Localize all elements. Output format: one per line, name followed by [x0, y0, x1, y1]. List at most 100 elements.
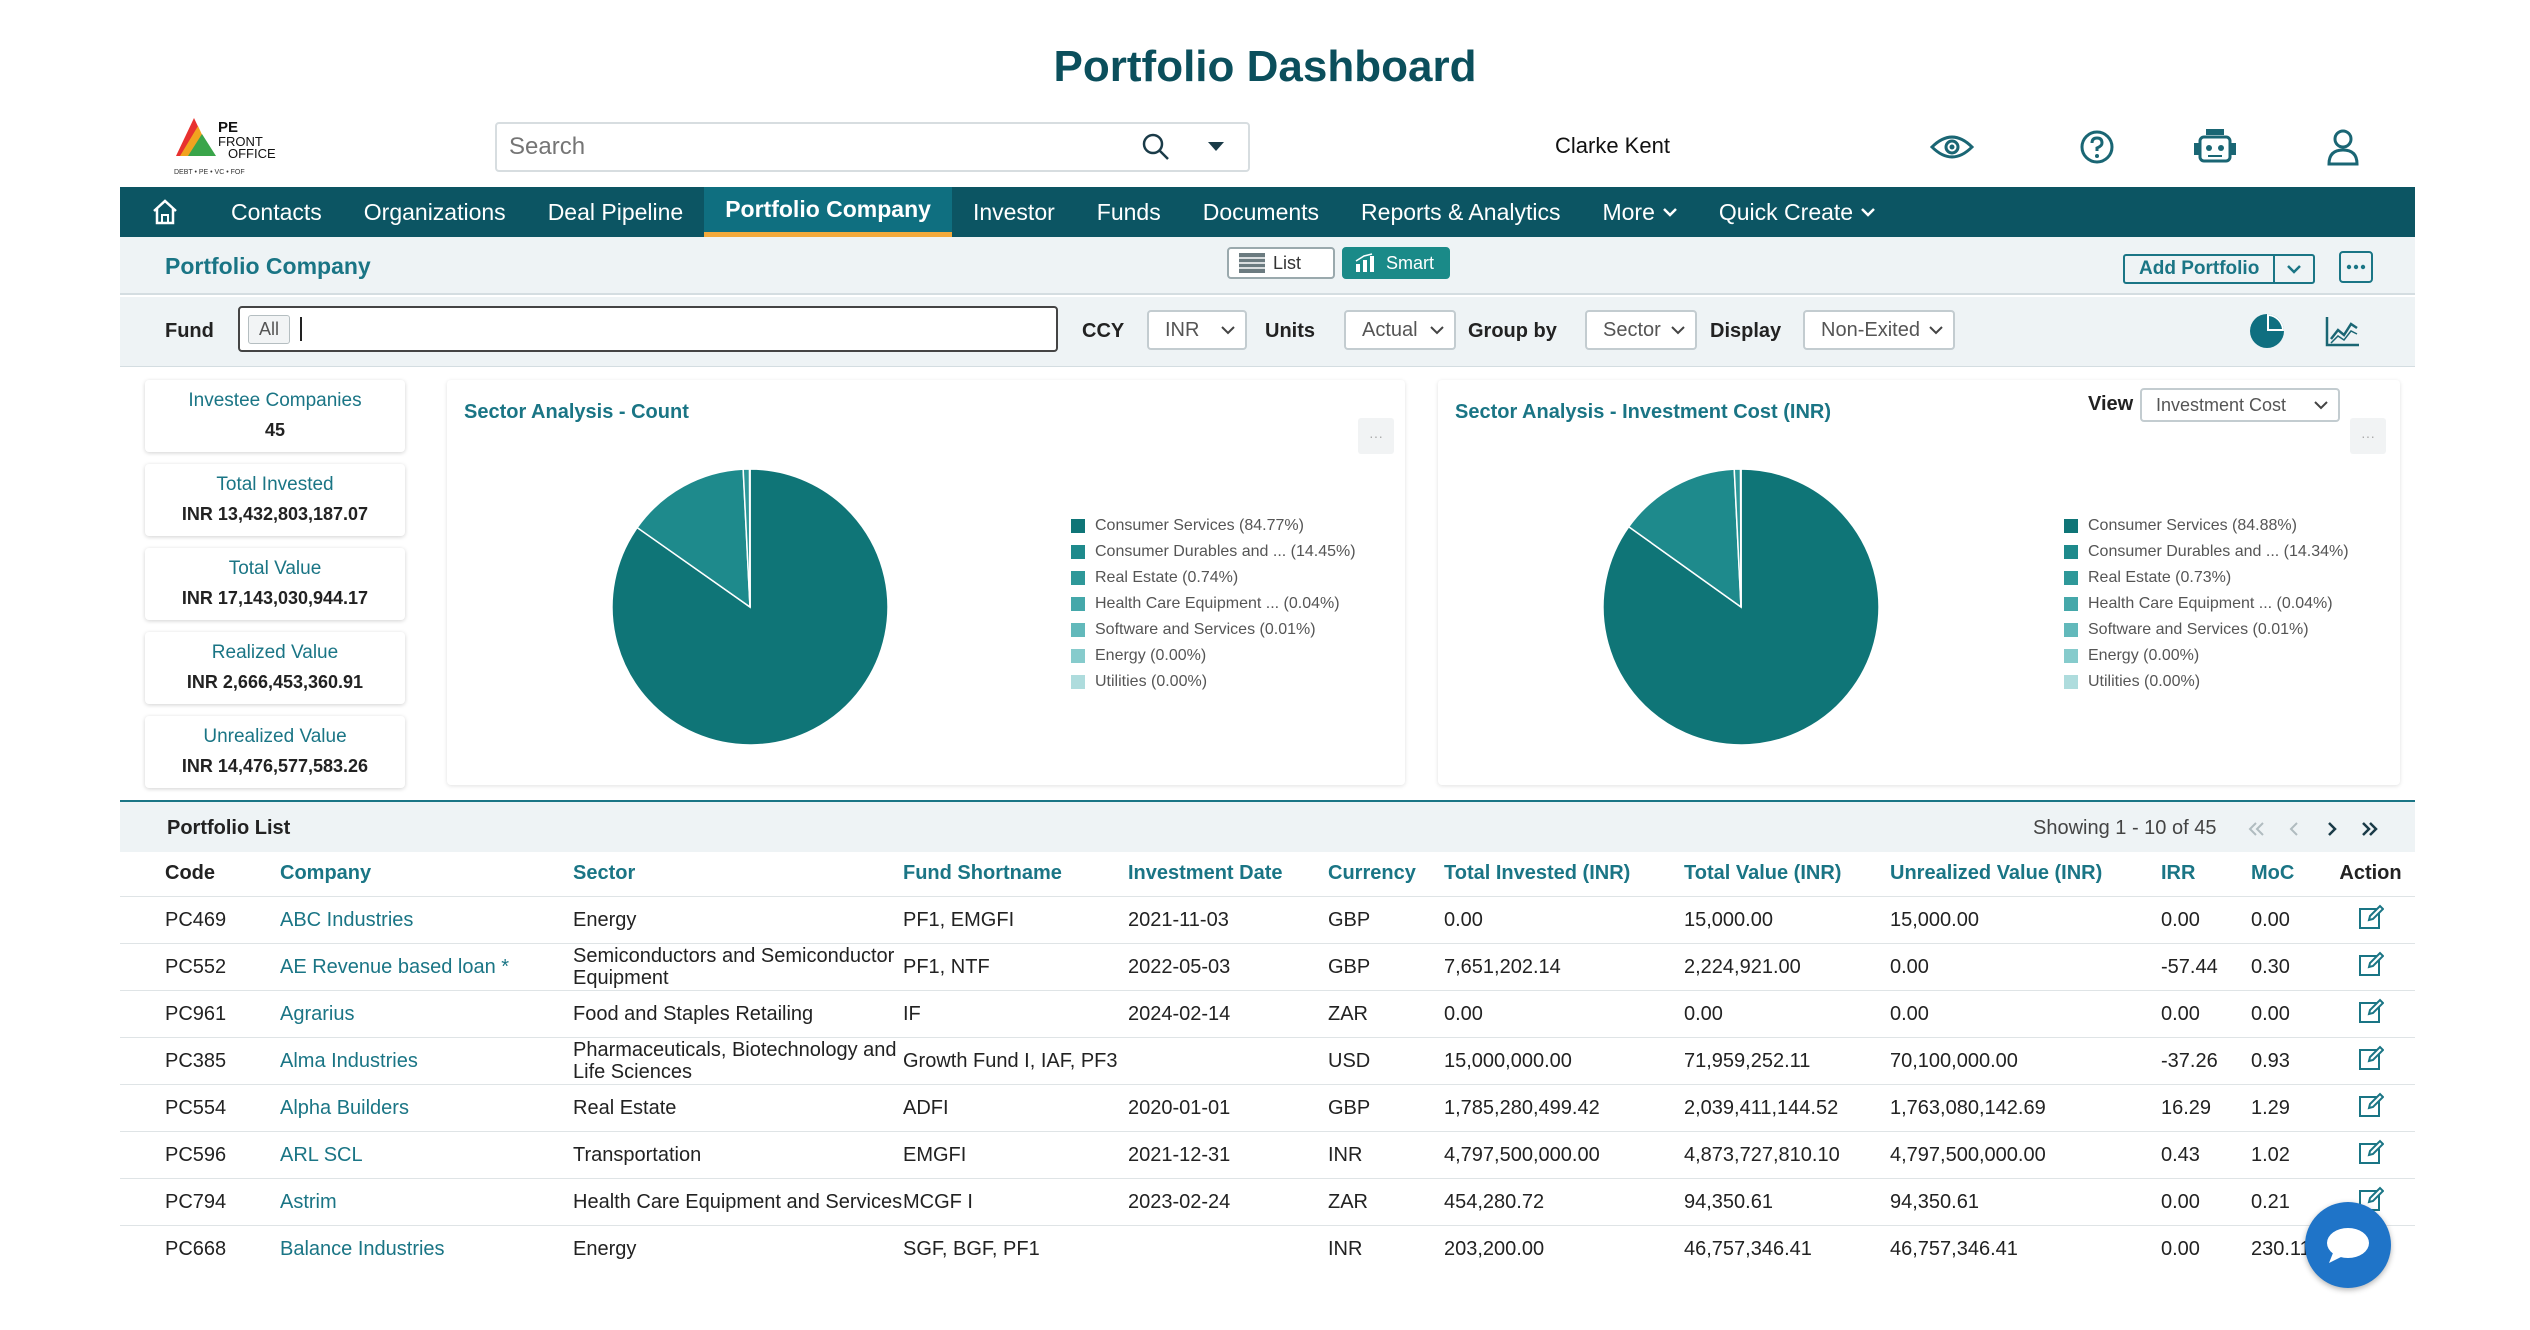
- nav-investor[interactable]: Investor: [952, 187, 1076, 237]
- table-row[interactable]: PC794 Astrim Health Care Equipment and Ser…: [120, 1177, 2415, 1225]
- line-chart-icon[interactable]: [2320, 308, 2366, 354]
- pie-slice[interactable]: [1627, 468, 1742, 609]
- view-select[interactable]: Investment Cost: [2140, 388, 2340, 422]
- search-icon[interactable]: [1136, 127, 1176, 167]
- help-icon[interactable]: [2074, 124, 2120, 170]
- legend-item[interactable]: Health Care Equipment ... (0.04%): [2064, 591, 2349, 617]
- fund-input[interactable]: All: [238, 306, 1058, 352]
- company-link[interactable]: Balance Industries: [280, 1224, 573, 1272]
- legend-item[interactable]: Real Estate (0.74%): [1071, 565, 1356, 591]
- legend-item[interactable]: Consumer Durables and ... (14.34%): [2064, 539, 2349, 565]
- table-row[interactable]: PC554 Alpha Builders Real Estate ADFI 2020-0…: [120, 1083, 2415, 1131]
- list-view-button[interactable]: List: [1227, 247, 1335, 279]
- chevron-down-icon[interactable]: [2273, 256, 2313, 282]
- table-row[interactable]: PC469 ABC Industries Energy PF1, EMGFI 2021-…: [120, 895, 2415, 943]
- table-row[interactable]: PC961 Agrarius Food and Staples Retailing I…: [120, 989, 2415, 1037]
- legend-item[interactable]: Health Care Equipment ... (0.04%): [1071, 591, 1356, 617]
- chat-icon: [2327, 1228, 2369, 1263]
- ccy-select[interactable]: INR: [1147, 310, 1247, 350]
- robot-icon[interactable]: [2192, 124, 2238, 170]
- nav-deal-pipeline[interactable]: Deal Pipeline: [527, 187, 705, 237]
- legend-item[interactable]: Consumer Services (84.77%): [1071, 513, 1356, 539]
- nav-contacts[interactable]: Contacts: [210, 187, 343, 237]
- pe-front-office-logo[interactable]: PE FRONT OFFICE DEBT • PE • VC • FOF: [172, 112, 292, 182]
- table-cell: 46,757,346.41: [1684, 1224, 1890, 1272]
- nav-documents[interactable]: Documents: [1182, 187, 1340, 237]
- column-header[interactable]: IRR: [2161, 862, 2196, 885]
- legend-item[interactable]: Consumer Durables and ... (14.45%): [1071, 539, 1356, 565]
- kpi-value: INR 13,432,803,187.07: [181, 504, 369, 524]
- nav-organizations[interactable]: Organizations: [343, 187, 527, 237]
- panel-menu-icon[interactable]: ···: [1358, 418, 1394, 454]
- legend-item[interactable]: Utilities (0.00%): [2064, 669, 2349, 695]
- company-link[interactable]: ARL SCL: [280, 1130, 573, 1178]
- edit-icon[interactable]: [2326, 942, 2415, 990]
- chat-button[interactable]: [2305, 1202, 2391, 1288]
- nav-reports-analytics[interactable]: Reports & Analytics: [1340, 187, 1581, 237]
- table-cell: PF1, EMGFI: [903, 895, 1128, 943]
- smart-view-button[interactable]: Smart: [1342, 247, 1450, 279]
- column-header[interactable]: Total Invested (INR): [1444, 862, 1631, 885]
- edit-icon[interactable]: [2326, 895, 2415, 943]
- nav-portfolio-company[interactable]: Portfolio Company: [704, 187, 952, 237]
- units-select[interactable]: Actual: [1344, 310, 1456, 350]
- column-header[interactable]: Investment Date: [1128, 862, 1283, 885]
- nav-funds[interactable]: Funds: [1076, 187, 1182, 237]
- column-header[interactable]: Company: [280, 862, 372, 885]
- column-header[interactable]: Action: [2339, 862, 2402, 885]
- legend-item[interactable]: Energy (0.00%): [2064, 643, 2349, 669]
- home-icon[interactable]: [120, 187, 210, 237]
- column-header[interactable]: Unrealized Value (INR): [1890, 862, 2103, 885]
- legend-item[interactable]: Energy (0.00%): [1071, 643, 1356, 669]
- edit-icon[interactable]: [2326, 1130, 2415, 1178]
- first-page-icon[interactable]: [2241, 814, 2271, 844]
- table-row[interactable]: PC385 Alma Industries Pharmaceuticals, Bio…: [120, 1036, 2415, 1084]
- pie-chart-icon[interactable]: [2244, 308, 2290, 354]
- pie-slice[interactable]: [636, 468, 751, 609]
- pie-chart[interactable]: [1596, 462, 1886, 752]
- last-page-icon[interactable]: [2355, 814, 2385, 844]
- column-header[interactable]: Code: [165, 862, 215, 885]
- nav-label: Portfolio Company: [725, 196, 931, 222]
- pie-chart[interactable]: [605, 462, 895, 752]
- display-select[interactable]: Non-Exited: [1803, 310, 1955, 350]
- company-link[interactable]: Agrarius: [280, 989, 573, 1037]
- column-header[interactable]: Sector: [573, 862, 636, 885]
- global-search[interactable]: [495, 122, 1250, 172]
- legend-item[interactable]: Real Estate (0.73%): [2064, 565, 2349, 591]
- legend-item[interactable]: Utilities (0.00%): [1071, 669, 1356, 695]
- edit-icon[interactable]: [2326, 989, 2415, 1037]
- company-link[interactable]: AE Revenue based loan *: [280, 942, 573, 990]
- table-row[interactable]: PC668 Balance Industries Energy SGF, BGF, P…: [120, 1224, 2415, 1272]
- table-row[interactable]: PC552 AE Revenue based loan * Semiconducto…: [120, 942, 2415, 990]
- company-link[interactable]: ABC Industries: [280, 895, 573, 943]
- company-link[interactable]: Alma Industries: [280, 1036, 573, 1084]
- nav-quick-create[interactable]: Quick Create: [1698, 187, 1896, 237]
- legend-item[interactable]: Consumer Services (84.88%): [2064, 513, 2349, 539]
- more-options-icon[interactable]: [2339, 251, 2373, 283]
- edit-icon[interactable]: [2326, 1083, 2415, 1131]
- edit-icon[interactable]: [2326, 1036, 2415, 1084]
- fund-chip[interactable]: All: [248, 314, 291, 344]
- column-header[interactable]: MoC: [2251, 862, 2295, 885]
- column-header[interactable]: Total Value (INR): [1684, 862, 1842, 885]
- table-row[interactable]: PC596 ARL SCL Transportation EMGFI 2021-12-3…: [120, 1130, 2415, 1178]
- column-header[interactable]: Fund Shortname: [903, 862, 1062, 885]
- panel-menu-icon[interactable]: ···: [2350, 418, 2386, 454]
- search-input[interactable]: [509, 133, 1136, 161]
- add-portfolio-button[interactable]: Add Portfolio: [2123, 254, 2316, 284]
- table-cell: ADFI: [903, 1083, 1128, 1131]
- search-dropdown-icon[interactable]: [1196, 127, 1236, 167]
- group-by-select[interactable]: Sector: [1585, 310, 1697, 350]
- user-icon[interactable]: [2320, 124, 2366, 170]
- company-link[interactable]: Astrim: [280, 1177, 573, 1225]
- next-page-icon[interactable]: [2317, 814, 2347, 844]
- legend-item[interactable]: Software and Services (0.01%): [2064, 617, 2349, 643]
- table-cell: 4,873,727,810.10: [1684, 1130, 1890, 1178]
- column-header[interactable]: Currency: [1328, 862, 1416, 885]
- company-link[interactable]: Alpha Builders: [280, 1083, 573, 1131]
- eye-icon[interactable]: [1929, 124, 1975, 170]
- nav-more[interactable]: More: [1581, 187, 1697, 237]
- legend-item[interactable]: Software and Services (0.01%): [1071, 617, 1356, 643]
- prev-page-icon[interactable]: [2279, 814, 2309, 844]
